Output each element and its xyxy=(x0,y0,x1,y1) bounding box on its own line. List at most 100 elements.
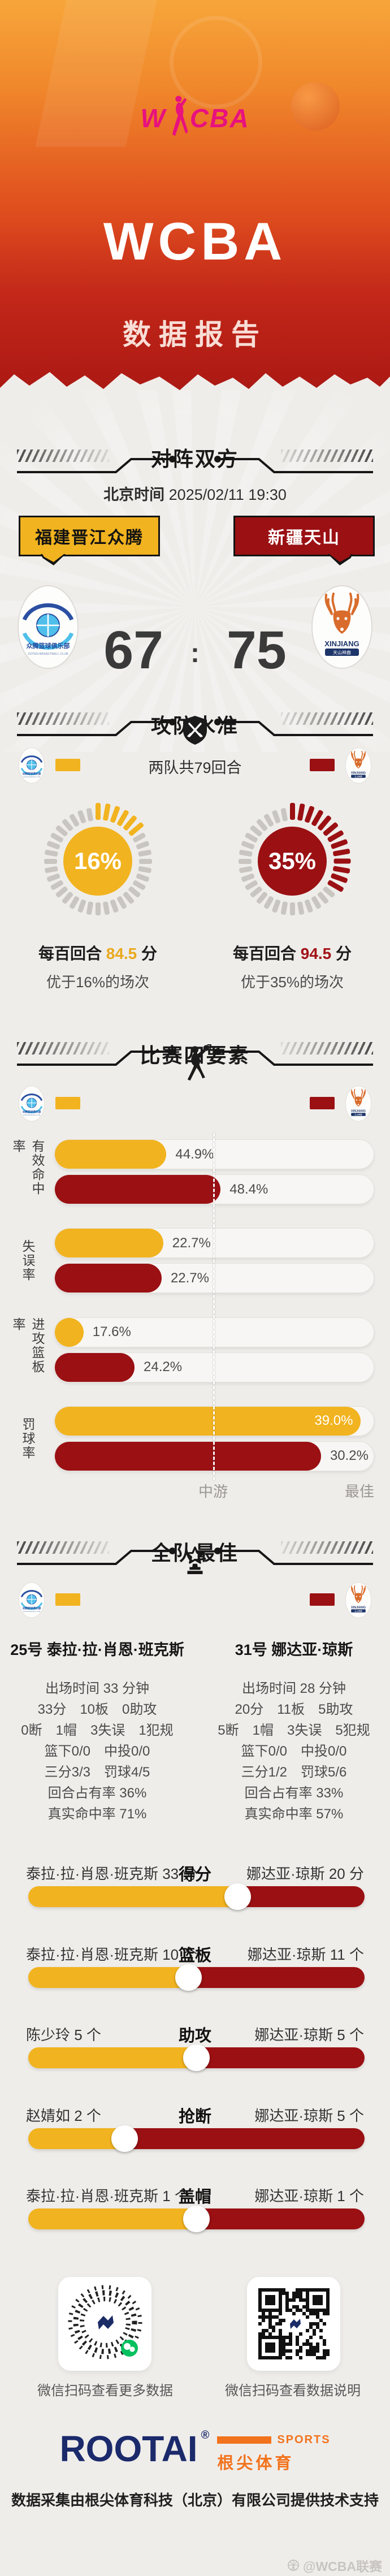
comparison-left-label: 泰拉·拉·肖恩·班克斯 10 个 xyxy=(26,1946,198,1963)
player-comparison-sliders: 泰拉·拉·肖恩·班克斯 33 分得分 娜达亚·琼斯 20 分泰拉·拉·肖恩·班克斯… xyxy=(0,1862,390,2258)
player-stat-line: 出场时间 33 分钟 xyxy=(45,1681,150,1696)
comparison-left-label: 泰拉·拉·肖恩·班克斯 1 个 xyxy=(26,2188,189,2205)
gauge-tick xyxy=(238,858,252,864)
comparison-bar xyxy=(28,2045,365,2072)
factor-value: 44.9% xyxy=(175,1146,214,1162)
gauge-tick xyxy=(271,898,281,913)
player-stat-line: 篮下0/0 中投0/0 xyxy=(44,1744,150,1759)
away-team-logo xyxy=(311,584,373,670)
trophy-star-icon xyxy=(185,1546,205,1575)
possessions-note: 两队共79回合 xyxy=(148,759,242,776)
gauge-tick xyxy=(240,872,255,882)
divider-pace xyxy=(0,712,390,752)
comparison-right-label: 娜达亚·琼斯 5 个 xyxy=(254,2107,364,2124)
banner-tail xyxy=(41,554,66,565)
player-stat-line: 5断 1帽 3失误 5犯规 xyxy=(218,1723,370,1738)
team-best-team-row xyxy=(0,1582,390,1619)
player-stat-line: 三分3/3 罚球4/5 xyxy=(44,1765,150,1780)
gauge-tick xyxy=(137,849,151,857)
away-per100-block: 每百回合 94.5 分 优于35%的场次 xyxy=(207,941,377,992)
gauge-tick xyxy=(44,849,58,857)
away-color-swatch xyxy=(310,1593,335,1606)
pace-team-row: 两队共79回合 xyxy=(0,747,390,785)
basketball-art xyxy=(291,82,340,131)
away-score: 75 xyxy=(226,620,287,680)
hatch-right xyxy=(281,712,373,725)
gauge-tick xyxy=(95,902,101,915)
comparison-labels: 赵婧如 2 个 抢断 娜达亚·琼斯 5 个 xyxy=(26,2104,364,2126)
player-stat-line: 33分 10板 0助攻 xyxy=(37,1702,157,1717)
away-share xyxy=(196,2208,365,2230)
four-factors-team-row xyxy=(0,1086,390,1123)
match-datetime: 北京时间 2025/02/11 19:30 xyxy=(0,482,390,504)
home-player-stats: 出场时间 33 分钟 33分 10板 0助攻 0断 1帽 3失误 1犯规 篮下0/0 … xyxy=(7,1678,188,1825)
basketball-icon xyxy=(288,2560,300,2571)
factor-bar-track: 48.4% xyxy=(54,1174,374,1204)
home-color-swatch xyxy=(55,1097,80,1109)
per100-value: 94.5 xyxy=(300,945,332,962)
hero-header: W CBA WCBA 数据报告 xyxy=(0,0,390,401)
factor-value: 22.7% xyxy=(172,1235,211,1251)
brand-sports-label: SPORTS xyxy=(277,2434,331,2446)
gauge-tick xyxy=(85,901,93,915)
registered-mark: ® xyxy=(201,2429,210,2441)
qr-right-caption: 微信扫码查看数据说明 xyxy=(225,2383,361,2398)
player-stat-line: 0断 1帽 3失误 1犯规 xyxy=(21,1723,174,1738)
gauge-tick xyxy=(46,872,60,882)
home-color-swatch xyxy=(55,759,80,771)
factor-value: 30.2% xyxy=(330,1448,369,1464)
away-color-swatch xyxy=(310,1097,335,1109)
home-gauge-percent: 16% xyxy=(63,827,132,896)
gauge-tick xyxy=(332,866,350,874)
away-mini-logo xyxy=(344,747,373,784)
gauge-tick xyxy=(304,898,313,913)
factor-bar-track: 22.7% xyxy=(54,1263,374,1294)
comparison-bar xyxy=(28,2206,365,2233)
gauge-tick xyxy=(109,898,119,913)
comparison-right-label: 娜达亚·琼斯 5 个 xyxy=(254,2026,364,2044)
hatch-right xyxy=(281,449,373,462)
watermark: @WCBA联赛 xyxy=(287,2556,382,2575)
factor-value: 48.4% xyxy=(229,1181,268,1197)
player-stat-line: 出场时间 28 分钟 xyxy=(241,1681,346,1696)
factor-bar-fill xyxy=(55,1229,163,1258)
away-gauge-percent: 35% xyxy=(258,827,327,896)
home-color-swatch xyxy=(55,1593,80,1606)
per100-value: 84.5 xyxy=(106,945,137,962)
home-team-logo xyxy=(17,584,79,670)
gauge-tick xyxy=(297,901,305,915)
player-stat-line: 真实命中率 57% xyxy=(244,1806,344,1822)
factor-bar-fill xyxy=(55,1441,321,1471)
away-share xyxy=(124,2128,365,2149)
qr-card-right xyxy=(247,2277,340,2371)
factor-row: 进攻篮板率 17.6% 24.2% xyxy=(0,1317,390,1382)
gauge-tick xyxy=(239,849,253,857)
per100-suffix: 分 xyxy=(336,945,352,962)
factor-label: 罚球率 xyxy=(20,1417,35,1460)
factor-label: 失误率 xyxy=(20,1239,35,1282)
player-stat-line: 20分 11板 5助攻 xyxy=(235,1702,353,1717)
home-share xyxy=(28,1966,189,1988)
factor-bar-fill xyxy=(55,1406,361,1436)
gauge-tick xyxy=(138,858,152,864)
brand-orange-bar xyxy=(217,2436,272,2444)
rootai-brand-logo: ROOTAI ® SPORTS 根尖体育 xyxy=(0,2429,390,2474)
factor-bar-fill xyxy=(55,1264,162,1293)
basketball-player-icon xyxy=(187,1044,211,1081)
home-per100-block: 每百回合 84.5 分 优于16%的场次 xyxy=(13,941,183,992)
logo-text-w: W xyxy=(140,103,166,133)
away-pace-gauge: 35% xyxy=(227,796,357,926)
gauge-tick xyxy=(77,809,86,824)
comparison-right-label: 娜达亚·琼斯 1 个 xyxy=(254,2188,364,2205)
factor-bar-track: 22.7% xyxy=(54,1228,374,1259)
factor-row: 失误率 22.7% 22.7% xyxy=(0,1228,390,1294)
comparison-knob xyxy=(224,1883,252,1910)
hatch-left xyxy=(17,712,109,725)
player-stat-line: 回合占有率 33% xyxy=(244,1786,344,1801)
factor-value: 39.0% xyxy=(314,1413,353,1429)
factor-bar-track: 39.0% xyxy=(54,1406,374,1436)
wcba-league-logo: W CBA xyxy=(0,95,390,141)
poster-title: WCBA xyxy=(103,211,287,271)
torn-paper-edge xyxy=(0,372,390,401)
away-player-stats: 出场时间 28 分钟 20分 11板 5助攻 5断 1帽 3失误 5犯规 篮下0/0 … xyxy=(203,1678,384,1825)
